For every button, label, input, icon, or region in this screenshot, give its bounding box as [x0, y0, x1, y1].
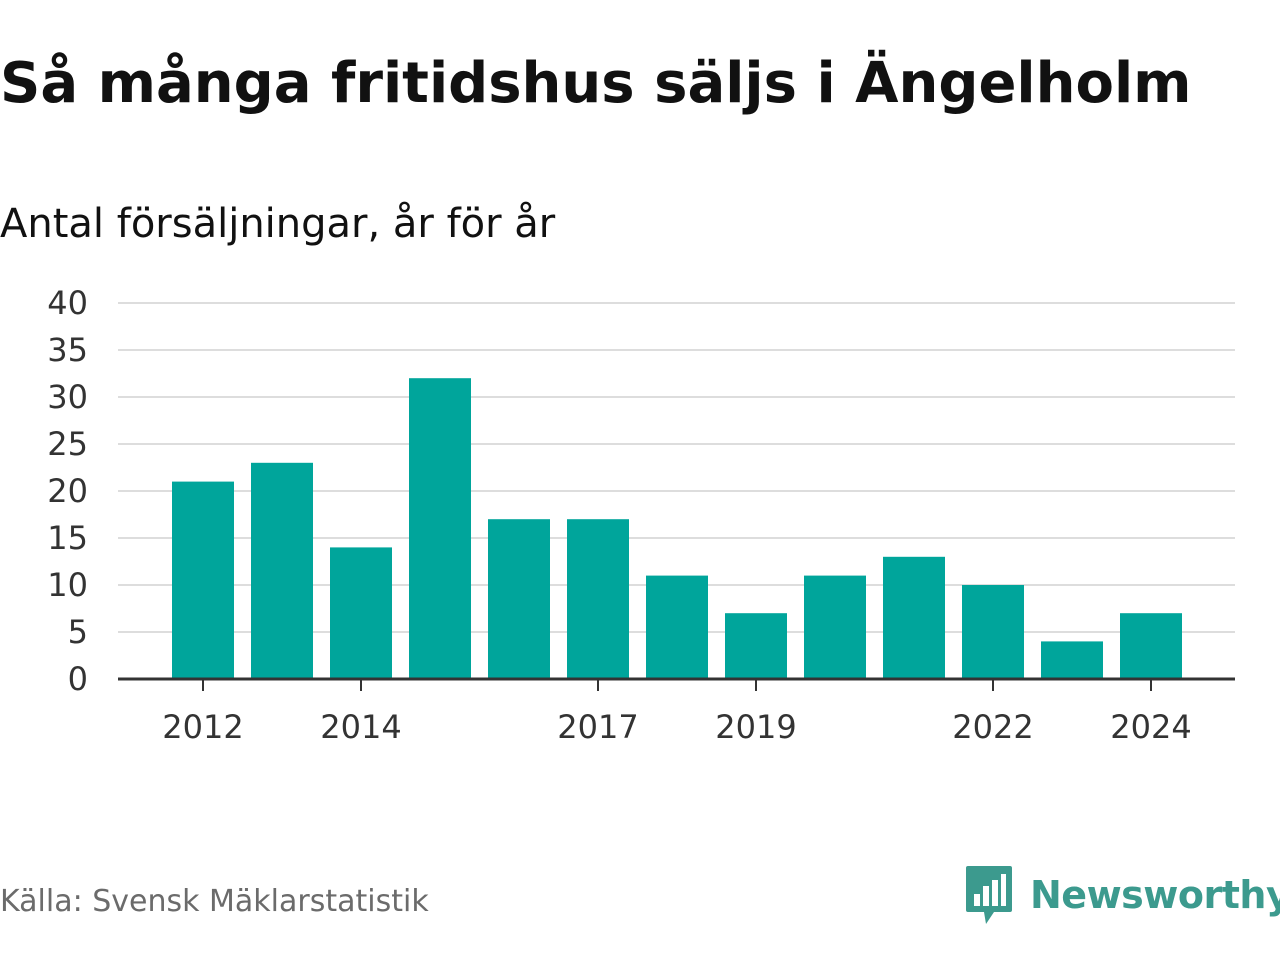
bar-2020 — [804, 575, 866, 679]
source-note: Källa: Svensk Mäklarstatistik — [0, 884, 429, 919]
x-tick-label: 2014 — [320, 708, 401, 746]
brand-logo: Newsworthy — [964, 864, 1280, 926]
y-axis-labels: 0 5 10 15 20 25 30 35 40 — [47, 284, 88, 698]
x-axis-labels: 2012 2014 2017 2019 2022 2024 — [162, 708, 1191, 746]
y-tick-label: 5 — [68, 613, 88, 651]
chart-subtitle: Antal försäljningar, år för år — [0, 201, 556, 247]
x-tick-label: 2017 — [557, 708, 638, 746]
y-tick-label: 30 — [47, 378, 88, 416]
bar-2022 — [962, 585, 1024, 679]
bar-chart-speech-bubble-icon — [966, 866, 1012, 924]
bar-2019 — [725, 613, 787, 679]
y-tick-label: 25 — [47, 425, 88, 463]
y-tick-label: 15 — [47, 519, 88, 557]
y-tick-label: 40 — [47, 284, 88, 322]
y-tick-label: 0 — [68, 660, 88, 698]
y-tick-label: 35 — [47, 331, 88, 369]
brand-name: Newsworthy — [1030, 873, 1280, 917]
bar-2012 — [172, 481, 234, 679]
y-tick-label: 10 — [47, 566, 88, 604]
bar-2016 — [488, 519, 550, 679]
bar-2015 — [409, 378, 471, 679]
bar-2018 — [646, 575, 708, 679]
x-tick-label: 2022 — [952, 708, 1033, 746]
x-axis — [118, 677, 1235, 691]
bar-2013 — [251, 462, 313, 679]
bar-2023 — [1041, 641, 1103, 679]
bar-2024 — [1120, 613, 1182, 679]
chart-title: Så många fritidshus säljs i Ängelholm — [0, 51, 1192, 116]
bar-2014 — [330, 547, 392, 679]
bar-2021 — [883, 556, 945, 679]
x-tick-label: 2024 — [1110, 708, 1191, 746]
y-tick-label: 20 — [47, 472, 88, 510]
bar-chart: 0 5 10 15 20 25 30 35 40 2012 2014 2017 2019 2022 202… — [47, 284, 1235, 746]
x-tick-label: 2012 — [162, 708, 243, 746]
bar-2017 — [567, 519, 629, 679]
x-tick-label: 2019 — [715, 708, 796, 746]
bars — [172, 378, 1182, 679]
